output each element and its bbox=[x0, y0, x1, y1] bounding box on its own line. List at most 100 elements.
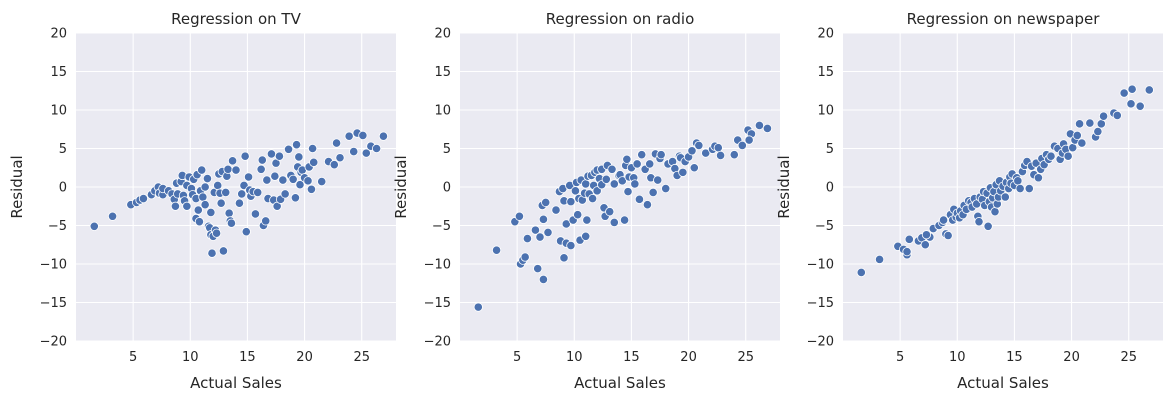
data-point bbox=[607, 164, 617, 174]
data-point bbox=[197, 165, 207, 175]
data-point bbox=[535, 232, 545, 242]
x-axis-label: Actual Sales bbox=[957, 374, 1049, 392]
data-point bbox=[1015, 183, 1025, 194]
data-point bbox=[637, 150, 647, 160]
data-point bbox=[1046, 151, 1056, 161]
data-point bbox=[1135, 101, 1145, 111]
data-point bbox=[278, 175, 288, 185]
subplot-1: 5 10 15 20 25 −20 −15 −10 −5 0 5 10 15 20 Regression o… bbox=[8, 10, 396, 392]
data-point bbox=[570, 186, 581, 196]
y-tick-label: 10 bbox=[817, 104, 834, 119]
data-point bbox=[762, 123, 773, 134]
data-point bbox=[609, 217, 619, 228]
data-point bbox=[261, 216, 271, 226]
data-point bbox=[198, 192, 208, 202]
data-point bbox=[617, 176, 627, 186]
data-point bbox=[266, 149, 277, 159]
y-tick-label: 10 bbox=[50, 104, 67, 119]
y-tick-label: 15 bbox=[817, 65, 834, 80]
data-point bbox=[194, 217, 205, 227]
data-point bbox=[1127, 84, 1137, 94]
data-point bbox=[1072, 130, 1082, 141]
data-point bbox=[701, 148, 711, 158]
y-axis-label: Residual bbox=[392, 155, 410, 218]
x-tick-label: 10 bbox=[949, 350, 966, 365]
data-point bbox=[715, 150, 726, 161]
data-point bbox=[1096, 119, 1106, 129]
data-point bbox=[170, 201, 181, 211]
x-tick-label: 5 bbox=[513, 350, 521, 365]
data-point bbox=[566, 240, 576, 251]
data-point bbox=[182, 201, 192, 211]
data-point bbox=[520, 252, 530, 262]
y-tick-label: 10 bbox=[434, 104, 451, 119]
data-point bbox=[349, 146, 359, 157]
data-point bbox=[306, 184, 317, 194]
data-point bbox=[218, 246, 229, 256]
y-tick-label: −10 bbox=[807, 258, 834, 273]
data-point bbox=[331, 138, 342, 148]
data-point bbox=[920, 240, 930, 250]
y-tick-label: −20 bbox=[807, 335, 834, 350]
data-point bbox=[1068, 143, 1078, 153]
data-point bbox=[329, 160, 339, 170]
data-point bbox=[551, 205, 561, 215]
data-point bbox=[309, 157, 319, 167]
x-tick-label: 25 bbox=[737, 350, 754, 365]
data-point bbox=[642, 200, 653, 210]
data-point bbox=[257, 155, 267, 165]
y-axis-label: Residual bbox=[775, 155, 793, 218]
data-point bbox=[648, 187, 658, 197]
data-point bbox=[224, 208, 234, 218]
data-point bbox=[200, 182, 210, 192]
data-point bbox=[538, 214, 549, 224]
data-point bbox=[241, 227, 251, 237]
data-point bbox=[630, 179, 640, 189]
y-tick-label: −15 bbox=[424, 296, 451, 311]
y-tick-label: 0 bbox=[826, 181, 834, 196]
data-point bbox=[601, 174, 611, 184]
y-tick-label: 5 bbox=[443, 142, 451, 157]
data-point bbox=[1024, 183, 1034, 194]
data-point bbox=[240, 151, 250, 161]
data-point bbox=[253, 187, 263, 197]
x-tick-label: 25 bbox=[353, 350, 370, 365]
y-tick-label: 20 bbox=[50, 27, 67, 42]
y-tick-label: 15 bbox=[50, 65, 67, 80]
data-point bbox=[358, 130, 368, 141]
data-point bbox=[619, 215, 630, 225]
y-tick-label: 0 bbox=[59, 181, 67, 196]
data-point bbox=[592, 186, 602, 196]
data-point bbox=[1098, 111, 1109, 121]
y-tick-label: −5 bbox=[48, 219, 67, 234]
data-point bbox=[990, 207, 1000, 217]
data-point bbox=[533, 264, 543, 274]
data-point bbox=[223, 164, 233, 174]
data-point bbox=[307, 143, 318, 154]
data-point bbox=[974, 217, 984, 227]
data-point bbox=[270, 171, 280, 181]
data-point bbox=[581, 179, 591, 189]
x-axis-label: Actual Sales bbox=[190, 374, 282, 392]
data-point bbox=[921, 230, 932, 240]
data-point bbox=[250, 209, 261, 219]
y-axis-label: Residual bbox=[8, 155, 26, 218]
data-point bbox=[632, 159, 642, 169]
data-point bbox=[1074, 119, 1085, 129]
data-point bbox=[729, 150, 739, 160]
y-tick-label: 15 bbox=[434, 65, 451, 80]
subplot-2: 5 10 15 20 25 −20 −15 −10 −5 0 5 10 15 20 Regression o… bbox=[392, 10, 780, 392]
data-point bbox=[1033, 173, 1044, 183]
y-tick-label: −15 bbox=[807, 296, 834, 311]
data-point bbox=[1119, 88, 1129, 98]
data-point bbox=[378, 131, 389, 141]
y-tick-label: −15 bbox=[40, 296, 67, 311]
data-point bbox=[1013, 176, 1023, 186]
data-point bbox=[295, 180, 305, 190]
data-point bbox=[904, 234, 914, 244]
data-point bbox=[609, 179, 619, 189]
data-point bbox=[737, 140, 747, 151]
y-tick-label: 5 bbox=[59, 142, 67, 157]
x-axis-label: Actual Sales bbox=[574, 374, 666, 392]
x-tick-label: 25 bbox=[1120, 350, 1137, 365]
